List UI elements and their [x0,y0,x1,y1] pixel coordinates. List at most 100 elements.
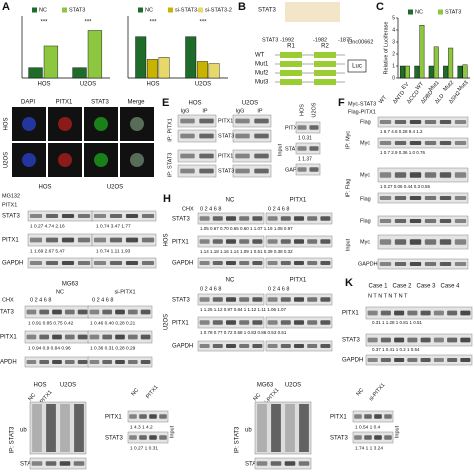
bar [135,36,147,79]
label: Relative of Luciferase [383,22,389,75]
band [433,358,444,362]
label: STAT3 [2,214,20,220]
bar [457,65,463,79]
band [293,239,305,244]
band [420,337,431,343]
band [407,358,418,362]
label: HOS [37,82,50,88]
band [239,261,250,265]
band [297,167,307,172]
band [235,133,250,139]
label: GAPDH [285,167,305,173]
label: PITX1 [2,202,17,208]
label: 3 [392,39,395,45]
band [199,320,210,325]
band [212,239,223,244]
label: STAT3 [69,7,85,13]
blot [295,121,321,134]
band [307,216,318,221]
band [293,216,305,221]
blot [232,164,272,178]
band [102,360,113,364]
region [280,61,302,67]
smear [32,404,42,452]
label: R1 [287,44,295,50]
smear [74,404,84,452]
band [364,414,372,419]
band [307,344,318,348]
band [29,214,43,218]
label: NC [226,278,235,284]
band [93,214,107,218]
label: C [376,1,384,13]
band [424,172,437,178]
label: STAT3 [258,8,276,14]
band [180,168,195,174]
cell [58,117,72,131]
band [379,219,392,223]
label: STAT3 [218,133,234,139]
label: *** [199,20,207,26]
label: ub [20,428,27,434]
label: PITX1 [56,100,73,106]
band [77,360,88,364]
blot [377,258,469,270]
label: HOS [146,82,159,88]
band [159,414,167,419]
band [454,172,467,178]
label: Myc-STAT3 [348,101,376,107]
blot [177,129,217,143]
band [293,320,305,325]
band [225,344,237,348]
label: MG132 [2,193,20,199]
label: Case 2 [392,284,412,290]
band [199,261,210,265]
label: PITX1 [0,335,17,341]
band [267,239,278,244]
band [52,334,62,340]
band [141,237,155,243]
label: PITX1 [2,238,19,244]
label: APDH [0,360,17,366]
band [454,120,467,124]
band [89,360,100,364]
label: R2 [321,44,329,50]
band [64,309,75,315]
label: TAT3 [0,310,14,316]
label: B [238,1,246,13]
band [199,239,210,244]
bar [158,57,170,79]
band [129,414,137,419]
blot [365,306,473,320]
label: STAT3 [245,462,263,468]
band [454,219,467,223]
band [31,461,43,466]
band [180,118,195,124]
label: Muf2 [255,71,269,77]
band [199,216,210,221]
label: 1 0.46 0.40 0.28 0.21 [90,320,136,326]
label: U2OS [311,102,317,117]
bar [146,59,158,79]
label: IP [257,108,263,114]
label: 1 6.7 4.6 0.28 9.4 1.2 [380,129,423,134]
band [280,216,291,221]
band [280,297,291,302]
label: ub [245,428,252,434]
band [29,261,43,265]
label: IP [202,108,208,114]
band [320,297,331,302]
blot [232,149,272,163]
label: U2OS [195,82,211,88]
label: 1 [392,63,395,69]
label: NC [252,392,262,402]
label: PITX1 [290,278,307,284]
label: STAT3 [91,100,109,106]
band [267,216,278,221]
label: STAT3 [285,146,301,152]
cell [22,117,36,131]
band [102,309,113,315]
band [252,320,263,325]
band [89,334,100,340]
label: PITX1 [290,198,307,204]
